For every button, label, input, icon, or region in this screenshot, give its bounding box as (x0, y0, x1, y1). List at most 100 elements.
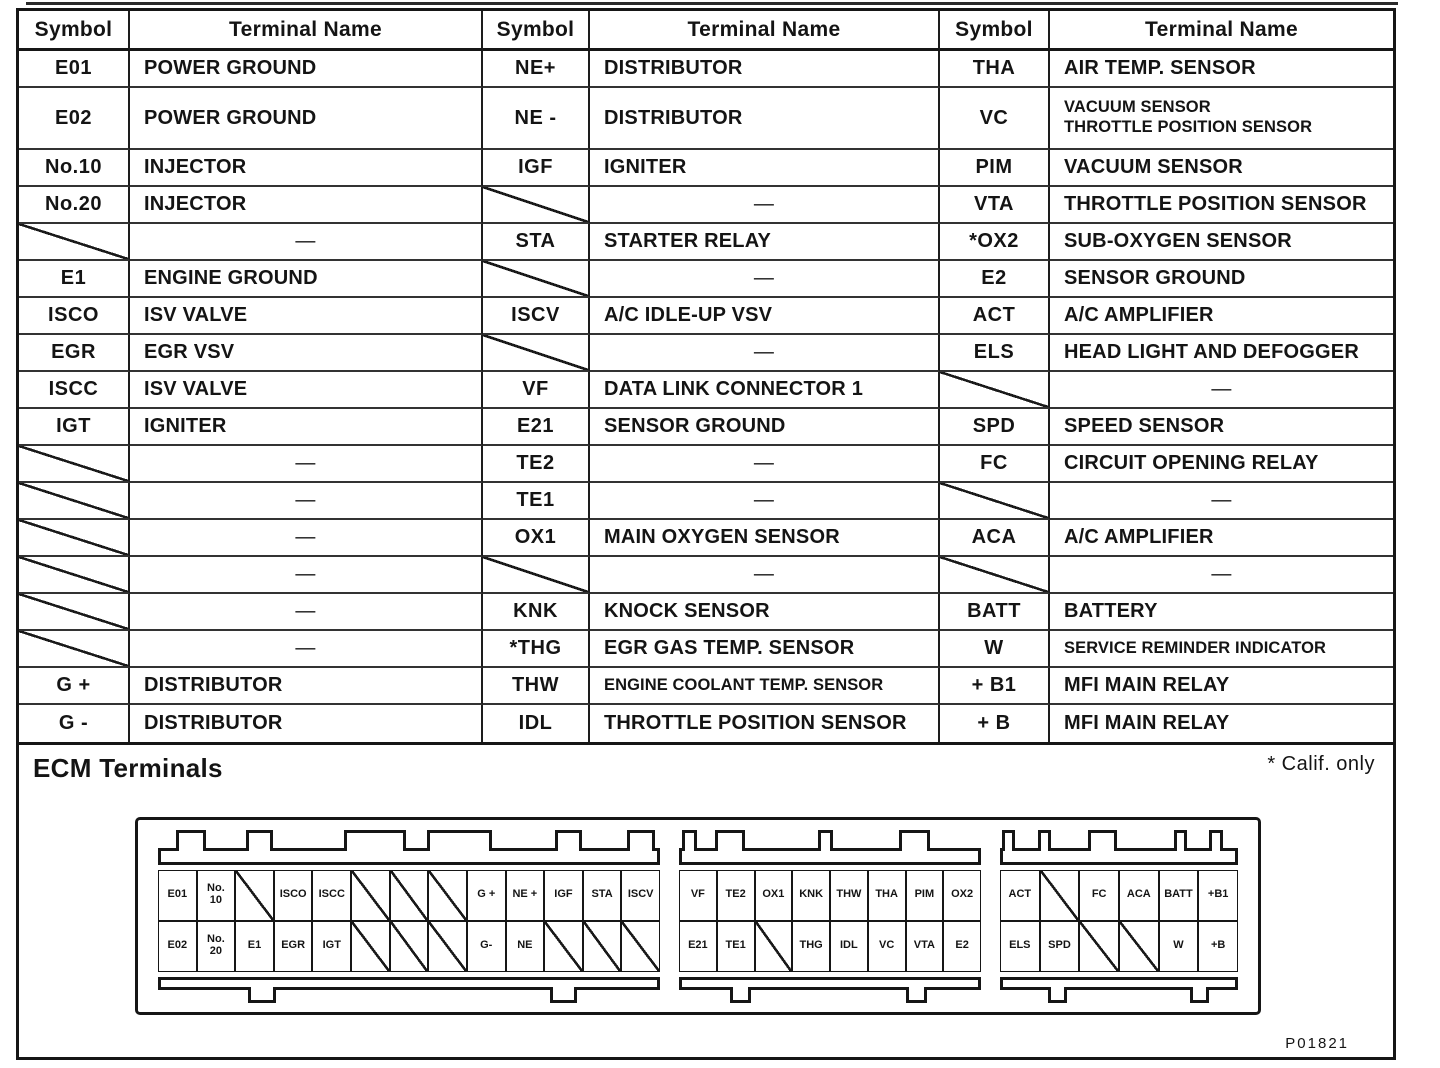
terminal-cell: IGT (312, 920, 352, 972)
symbol-cell: PIM (940, 150, 1050, 187)
terminal-cell: TE2 (716, 869, 755, 921)
key-tab (343, 829, 407, 851)
connector-bottom-rail (1000, 976, 1238, 990)
connector-top-rail (1000, 847, 1238, 865)
symbol-cell: NE - (483, 88, 590, 150)
key-tab (715, 829, 746, 851)
symbol-cell: E2 (940, 261, 1050, 298)
symbol-cell: G - (19, 705, 130, 742)
terminal-name-cell: VACUUM SENSOR (1050, 150, 1393, 187)
terminal-name-cell: INJECTOR (130, 187, 483, 224)
connector-block: ACT FC ACA BATT +B1 ELS SPD W +B (1000, 829, 1238, 1004)
connector-bottom-rail (679, 976, 981, 990)
symbol-cell: ELS (940, 335, 1050, 372)
terminal-cell: ACA (1119, 869, 1159, 921)
mount-foot (549, 986, 578, 1003)
terminal-name-cell: DISTRIBUTOR (130, 705, 483, 742)
diagonal-cell (428, 869, 467, 921)
terminal-name-cell: — (590, 187, 940, 224)
terminal-cell: OX1 (754, 869, 793, 921)
terminal-cell: ISCO (273, 869, 313, 921)
terminal-name-cell: HEAD LIGHT AND DEFOGGER (1050, 335, 1393, 372)
terminal-name-cell: AIR TEMP. SENSOR (1050, 51, 1393, 88)
terminal-name-cell: ISV VALVE (130, 372, 483, 409)
terminal-cell: IDL (830, 920, 868, 972)
page-edge-line (26, 2, 1398, 5)
symbol-cell: ISCV (483, 298, 590, 335)
terminal-cell: THA (867, 869, 906, 921)
key-tab (899, 829, 930, 851)
key-tab (817, 829, 833, 851)
symbol-cell: E02 (19, 88, 130, 150)
terminal-cell: No. 10 (196, 869, 236, 921)
terminal-name-cell: IGNITER (130, 409, 483, 446)
key-tab (1002, 829, 1016, 851)
diagonal-cell (940, 557, 1050, 594)
symbol-cell: *THG (483, 631, 590, 668)
symbol-cell: No.20 (19, 187, 130, 224)
symbol-cell: STA (483, 224, 590, 261)
terminal-cell-grid: E01 No. 10 ISCO ISCC G + NE + IGF STA ISCV E02 No.… (158, 869, 660, 972)
terminal-cell-grid: VF TE2 OX1 KNK THW THA PIM OX2 E21 TE1 THG IDL VC VTA… (679, 869, 981, 972)
terminal-name-cell: — (130, 631, 483, 668)
diagonal-cell (19, 224, 130, 261)
symbol-cell: TE1 (483, 483, 590, 520)
diagonal-cell (940, 483, 1050, 520)
diagonal-cell (1119, 920, 1159, 972)
terminal-cell: NE + (505, 869, 545, 921)
symbol-cell: IDL (483, 705, 590, 742)
symbol-cell: ACA (940, 520, 1050, 557)
diagonal-cell (621, 920, 660, 972)
symbol-cell: THW (483, 668, 590, 705)
terminal-cell: E02 (158, 920, 197, 972)
connector-feet (1000, 986, 1238, 1004)
diagonal-cell (483, 261, 590, 298)
terminal-name-cell: CIRCUIT OPENING RELAY (1050, 446, 1393, 483)
terminal-name-cell: — (130, 446, 483, 483)
diagonal-cell (19, 557, 130, 594)
terminal-name-cell: STARTER RELAY (590, 224, 940, 261)
terminal-cell: E21 (679, 920, 717, 972)
terminal-name-cell: — (130, 520, 483, 557)
terminal-cell: NE (505, 920, 545, 972)
terminal-cell: FC (1079, 869, 1119, 921)
terminal-cell: THW (830, 869, 868, 921)
terminal-name-cell: BATTERY (1050, 594, 1393, 631)
terminal-name-cell: SUB-OXYGEN SENSOR (1050, 224, 1393, 261)
diagonal-cell (483, 557, 590, 594)
diagonal-cell (483, 187, 590, 224)
key-tab (627, 829, 655, 851)
symbol-cell: KNK (483, 594, 590, 631)
terminal-cell: VF (679, 869, 717, 921)
connector-diagram: E01 No. 10 ISCO ISCC G + NE + IGF STA ISCV E02 No.… (135, 817, 1261, 1015)
terminal-cell: IGF (544, 869, 583, 921)
mount-foot (248, 986, 276, 1003)
terminal-name-cell: DISTRIBUTOR (590, 88, 940, 150)
terminal-cell: +B (1198, 920, 1238, 972)
table-header-symbol: Symbol (940, 11, 1050, 51)
key-tab (682, 829, 698, 851)
terminal-name-cell: POWER GROUND (130, 88, 483, 150)
terminal-name-cell: MFI MAIN RELAY (1064, 712, 1230, 734)
terminal-name-cell: A/C AMPLIFIER (1050, 298, 1393, 335)
terminal-cell: E2 (943, 920, 981, 972)
key-tab (1173, 829, 1187, 851)
terminal-name-cell: SERVICE REMINDER INDICATOR (1050, 631, 1393, 668)
symbol-cell: IGT (19, 409, 130, 446)
diagonal-cell (483, 335, 590, 372)
terminal-name-cell: ENGINE COOLANT TEMP. SENSOR (590, 668, 940, 705)
ecm-terminals-heading: ECM Terminals (33, 753, 223, 783)
symbol-cell: BATT (940, 594, 1050, 631)
symbol-cell: No.10 (19, 150, 130, 187)
key-tab (175, 829, 206, 851)
symbol-cell: W (940, 631, 1050, 668)
connector-key-tabs (679, 829, 981, 851)
diagonal-cell (19, 594, 130, 631)
terminal-cell: SPD (1039, 920, 1080, 972)
table-header-symbol: Symbol (483, 11, 590, 51)
key-tab (1088, 829, 1117, 851)
diagonal-cell (389, 869, 429, 921)
symbol-cell: IGF (483, 150, 590, 187)
terminal-cell: ISCC (312, 869, 352, 921)
terminal-cell: VTA (905, 920, 944, 972)
